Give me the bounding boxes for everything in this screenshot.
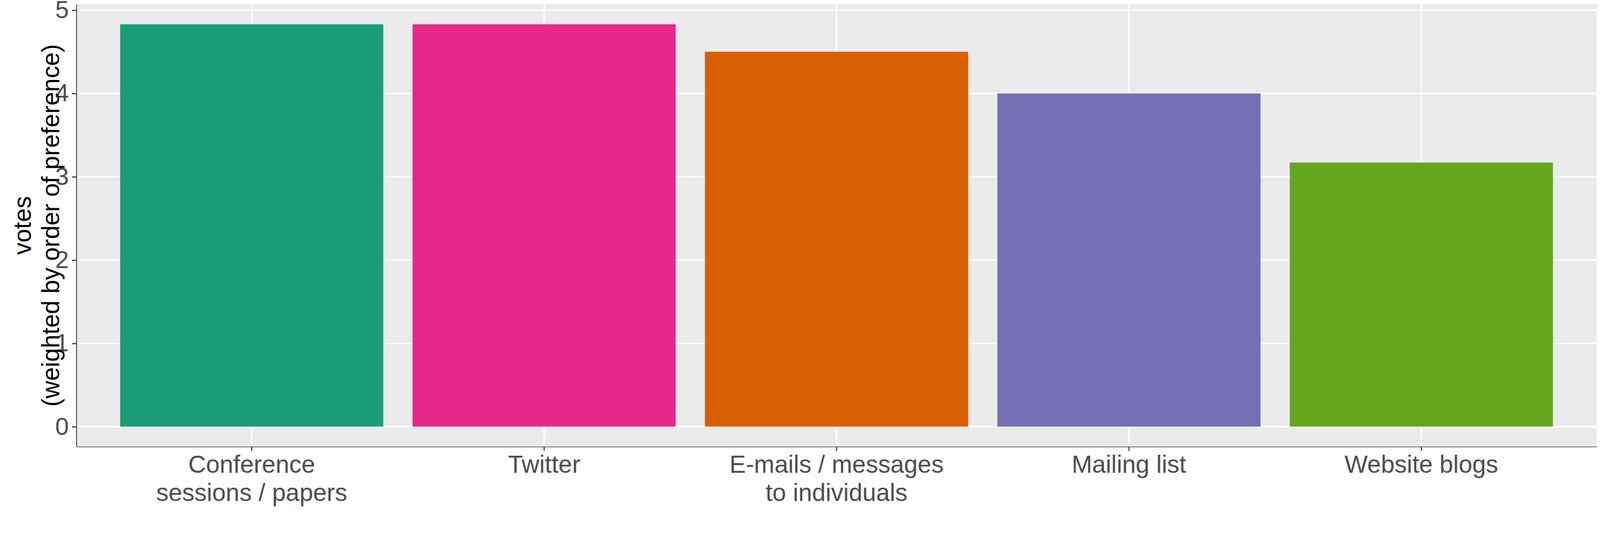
x-tick: Twitter	[507, 446, 580, 479]
y-axis-line	[76, 4, 78, 448]
x-tick-label-line: Website blogs	[1344, 450, 1499, 479]
y-tick: 0	[54, 412, 77, 441]
plot-background	[76, 4, 1597, 447]
x-axis: Conferencesessions / papers Twitter E-mail…	[76, 446, 1598, 507]
y-axis-title-line: votes	[8, 196, 37, 255]
x-tick: Conferencesessions / papers	[156, 446, 348, 507]
x-tick-label: E-mails / messagesto individuals	[729, 450, 944, 507]
x-tick-label: Website blogs	[1344, 450, 1499, 479]
x-tick-label-line: Conference	[188, 450, 316, 479]
bar	[120, 24, 383, 428]
y-axis-title: votes(weighted by order of preference)	[8, 44, 65, 407]
bar	[705, 51, 968, 427]
bar	[997, 93, 1261, 427]
y-tick-mark	[72, 93, 77, 95]
x-tick-label: Conferencesessions / papers	[156, 450, 348, 507]
x-tick-label-line: Mailing list	[1071, 450, 1187, 479]
bar	[1289, 162, 1553, 427]
y-tick-label: 5	[54, 0, 69, 24]
x-tick-label-line: E-mails / messages	[729, 450, 944, 479]
x-tick-label: Twitter	[507, 450, 580, 479]
x-tick: E-mails / messagesto individuals	[729, 446, 944, 507]
y-tick-mark	[72, 259, 77, 261]
x-tick-label-line: Twitter	[507, 450, 580, 479]
grid	[76, 4, 1597, 447]
y-tick: 5	[54, 0, 77, 24]
x-tick: Website blogs	[1344, 446, 1499, 479]
x-tick-label-line: sessions / papers	[156, 478, 348, 507]
y-tick-mark	[72, 426, 77, 428]
y-tick-mark	[72, 343, 77, 345]
bars	[120, 24, 1554, 428]
y-tick-mark	[72, 9, 77, 11]
x-tick-label: Mailing list	[1071, 450, 1187, 479]
y-axis-title-line: (weighted by order of preference)	[36, 44, 65, 407]
x-tick: Mailing list	[1071, 446, 1187, 479]
y-tick-mark	[72, 176, 77, 178]
y-tick-label: 0	[54, 412, 69, 441]
bar	[412, 24, 676, 428]
x-tick-label-line: to individuals	[765, 478, 908, 507]
chart-svg: 012345Conferencesessions / papersTwitter…	[0, 0, 1600, 533]
